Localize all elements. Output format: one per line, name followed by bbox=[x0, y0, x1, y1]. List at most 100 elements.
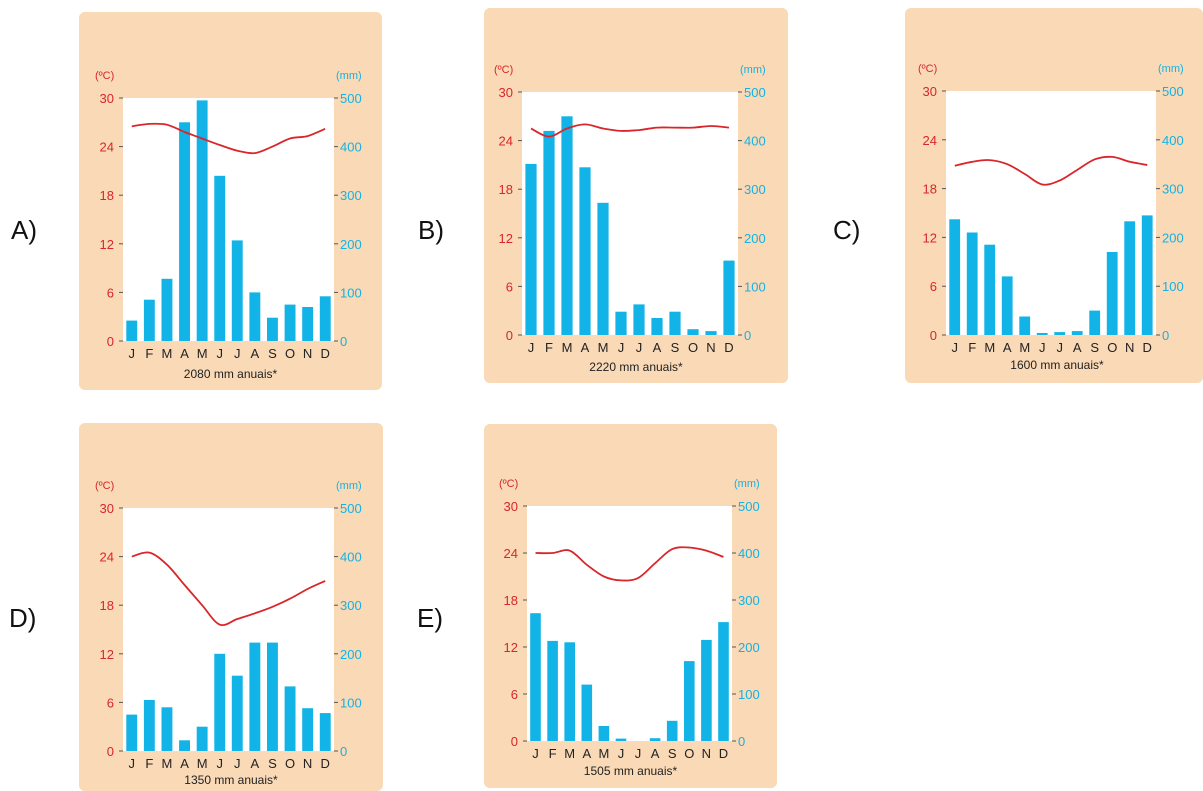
y-left-tick-label: 30 bbox=[923, 84, 937, 99]
month-label: A bbox=[251, 346, 260, 361]
precip-bar bbox=[214, 653, 226, 751]
precip-bar bbox=[267, 317, 278, 341]
month-label: N bbox=[706, 340, 715, 355]
y-left-tick-label: 18 bbox=[499, 182, 513, 197]
precip-bar bbox=[1141, 215, 1153, 335]
precip-bar bbox=[633, 304, 645, 335]
y-left-tick-label: 18 bbox=[100, 188, 114, 203]
y-right-tick-label: 100 bbox=[340, 285, 362, 300]
y-right-tick-label: 0 bbox=[744, 328, 751, 343]
month-label: O bbox=[1107, 340, 1117, 355]
annual-precip-caption: 2220 mm anuais* bbox=[589, 360, 683, 374]
y-left-tick-label: 30 bbox=[100, 91, 114, 106]
precip-bar bbox=[249, 292, 261, 341]
precip-bar bbox=[1106, 252, 1118, 335]
precip-bar bbox=[179, 122, 190, 341]
climogram-card-c: 0 6 12 18 24 30 0 100 200 300 400 500 (ºC) (mm) J F M A M J… bbox=[905, 8, 1203, 383]
month-label: J bbox=[532, 746, 539, 761]
month-label: M bbox=[562, 340, 573, 355]
y-left-unit-label: (ºC) bbox=[494, 64, 513, 76]
precip-bar bbox=[161, 707, 173, 751]
y-left-tick-label: 0 bbox=[506, 328, 513, 343]
y-left-tick-label: 12 bbox=[504, 640, 518, 655]
precip-bar bbox=[651, 318, 663, 335]
precip-bar bbox=[701, 639, 712, 741]
y-right-tick-label: 300 bbox=[738, 593, 760, 608]
precip-bar bbox=[984, 244, 996, 335]
precip-bar bbox=[949, 219, 961, 335]
temperature-line bbox=[954, 155, 1148, 186]
month-label: A bbox=[653, 340, 662, 355]
y-left-tick-label: 12 bbox=[499, 231, 513, 246]
y-left-tick-label: 6 bbox=[930, 279, 937, 294]
y-right-tick-label: 400 bbox=[738, 546, 760, 561]
precip-bar bbox=[1089, 310, 1101, 335]
month-label: A bbox=[251, 756, 260, 771]
month-label: D bbox=[1143, 340, 1152, 355]
y-right-tick-label: 300 bbox=[340, 188, 362, 203]
y-left-unit-label: (ºC) bbox=[95, 480, 114, 492]
month-label: J bbox=[234, 346, 241, 361]
precip-bar bbox=[615, 738, 627, 741]
precip-bar bbox=[597, 202, 609, 335]
precip-bar bbox=[231, 240, 243, 341]
y-left-tick-label: 6 bbox=[107, 695, 114, 710]
precip-bar bbox=[126, 714, 138, 751]
month-label: N bbox=[303, 756, 312, 771]
month-label: D bbox=[719, 746, 728, 761]
month-label: M bbox=[598, 340, 609, 355]
month-label: A bbox=[651, 746, 660, 761]
month-label: J bbox=[1057, 340, 1064, 355]
month-label: O bbox=[285, 756, 295, 771]
y-left-tick-label: 12 bbox=[100, 647, 114, 662]
precip-bar bbox=[284, 304, 296, 341]
y-left-tick-label: 6 bbox=[506, 279, 513, 294]
precip-bar bbox=[179, 740, 190, 751]
y-left-tick-label: 18 bbox=[923, 182, 937, 197]
y-left-tick-label: 24 bbox=[499, 134, 513, 149]
month-label: A bbox=[582, 746, 591, 761]
y-right-tick-label: 500 bbox=[738, 499, 760, 514]
y-right-tick-label: 100 bbox=[340, 695, 362, 710]
option-d-label: D) bbox=[9, 603, 37, 633]
month-label: S bbox=[268, 346, 277, 361]
precip-bar bbox=[319, 296, 331, 341]
y-right-tick-label: 100 bbox=[738, 687, 760, 702]
precip-bar bbox=[267, 642, 278, 751]
precip-bar bbox=[649, 738, 661, 741]
y-right-unit-label: (mm) bbox=[1158, 63, 1184, 75]
y-right-tick-label: 300 bbox=[340, 598, 362, 613]
precip-bar bbox=[196, 726, 208, 751]
month-label: D bbox=[724, 340, 733, 355]
month-label: A bbox=[1003, 340, 1012, 355]
plot-area bbox=[527, 506, 732, 741]
option-c-label: C) bbox=[833, 215, 861, 245]
month-label: A bbox=[180, 756, 189, 771]
y-right-tick-label: 400 bbox=[1162, 133, 1184, 148]
y-right-tick-label: 200 bbox=[340, 647, 362, 662]
temperature-line bbox=[530, 123, 730, 138]
precip-bar bbox=[1054, 332, 1066, 335]
month-label: F bbox=[549, 746, 557, 761]
y-right-tick-label: 200 bbox=[340, 237, 362, 252]
y-left-tick-label: 0 bbox=[107, 334, 114, 349]
precip-bar bbox=[196, 100, 208, 342]
y-right-tick-label: 200 bbox=[1162, 230, 1184, 245]
precip-bar bbox=[284, 686, 296, 751]
month-label: N bbox=[1125, 340, 1134, 355]
y-left-tick-label: 0 bbox=[930, 328, 937, 343]
y-right-tick-label: 0 bbox=[1162, 328, 1169, 343]
precip-bar bbox=[561, 116, 573, 335]
precip-bar bbox=[718, 622, 729, 741]
month-label: J bbox=[234, 756, 241, 771]
month-label: M bbox=[1019, 340, 1030, 355]
precip-bar bbox=[615, 311, 627, 335]
precip-bar bbox=[1124, 221, 1136, 335]
precip-bar bbox=[249, 642, 261, 751]
month-label: J bbox=[528, 340, 535, 355]
month-label: M bbox=[197, 756, 208, 771]
precip-bar bbox=[319, 713, 331, 751]
precip-bar bbox=[598, 726, 610, 741]
